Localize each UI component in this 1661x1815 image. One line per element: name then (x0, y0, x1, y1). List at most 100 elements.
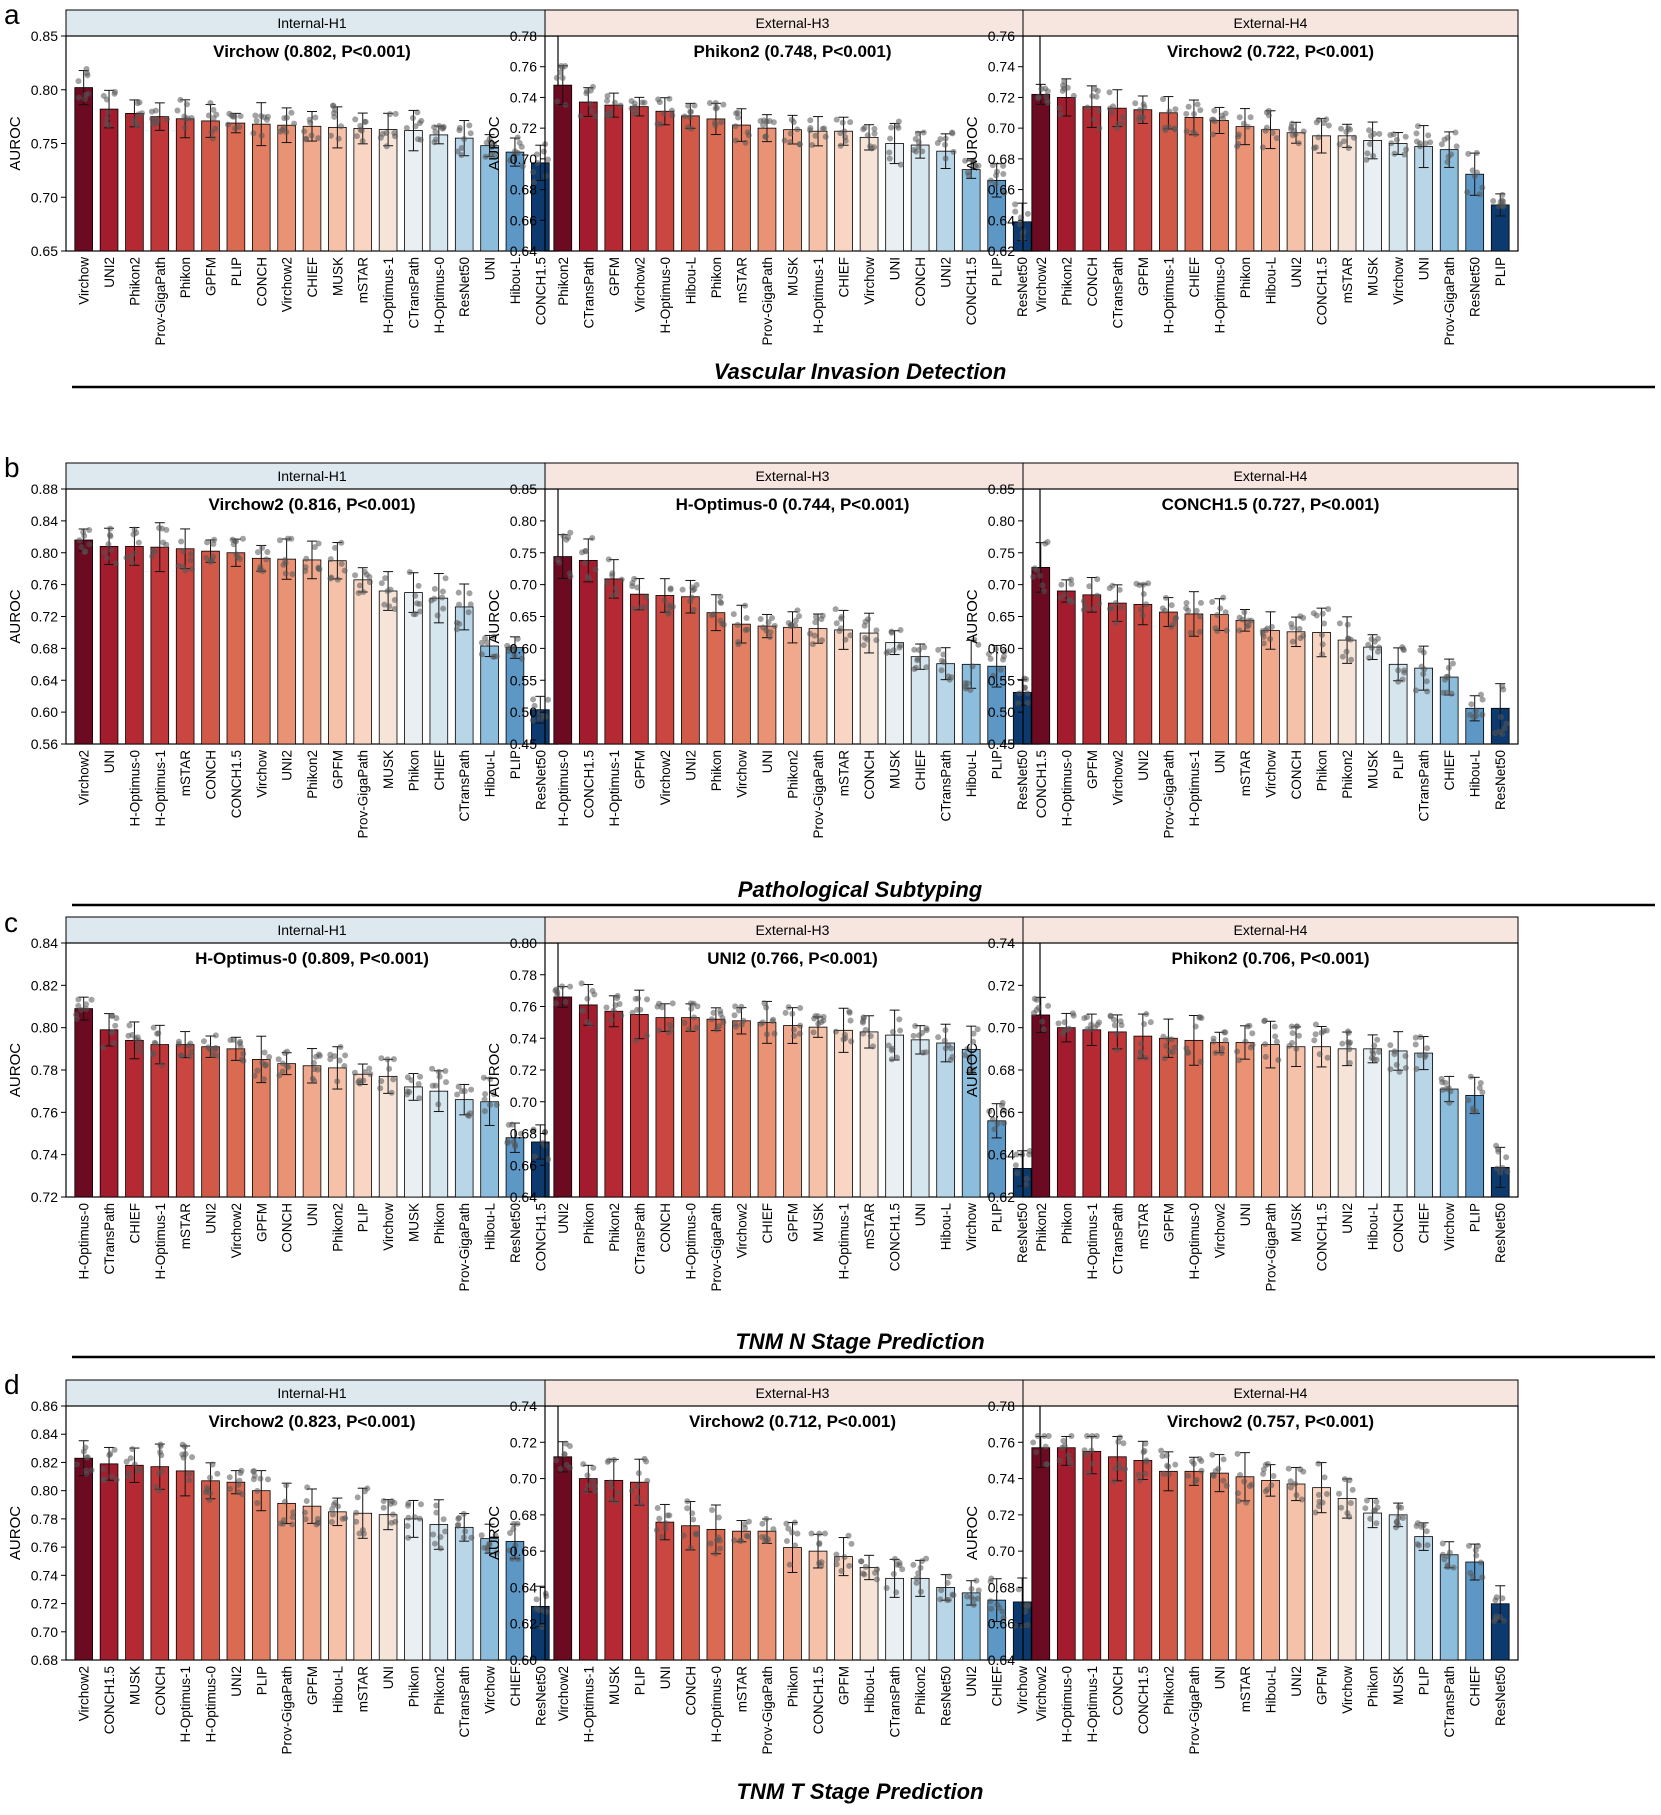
data-point (188, 1048, 195, 1055)
panel-header-label: External-H4 (1234, 468, 1308, 484)
data-point (1118, 604, 1125, 611)
x-tick-label: UNI (1417, 257, 1432, 280)
data-point (577, 113, 584, 120)
data-point (1026, 1147, 1033, 1154)
data-point (405, 1502, 412, 1509)
data-point (226, 1485, 233, 1492)
bar (505, 647, 525, 745)
data-point (587, 87, 594, 94)
data-point (379, 130, 386, 137)
data-point (112, 560, 119, 567)
data-point (1024, 210, 1031, 217)
data-point (1235, 140, 1242, 147)
data-point (1466, 1542, 1473, 1549)
data-point (771, 622, 778, 629)
y-tick-label: 0.82 (31, 1454, 58, 1470)
data-point (787, 622, 794, 629)
data-point (518, 1130, 525, 1137)
data-point (740, 1017, 747, 1024)
bar (251, 1490, 271, 1661)
data-point (440, 124, 447, 131)
data-point (616, 1000, 623, 1007)
data-point (554, 991, 561, 998)
data-point (1392, 1524, 1399, 1531)
data-point (289, 1514, 296, 1521)
data-point (84, 1454, 91, 1461)
data-point (290, 1509, 297, 1516)
data-point (557, 69, 564, 76)
data-point (1165, 1036, 1172, 1043)
data-point (405, 1514, 412, 1521)
data-point (158, 1062, 165, 1069)
x-tick-label: MUSK (1289, 1203, 1304, 1242)
x-tick-label: Phikon2 (786, 750, 801, 799)
data-point (309, 1075, 316, 1082)
data-point (86, 526, 93, 533)
x-tick-label: GPFM (1161, 1203, 1176, 1242)
x-tick-label: Prov-GigaPath (760, 1666, 775, 1755)
data-point (832, 606, 839, 613)
y-tick-label: 0.62 (510, 1616, 537, 1632)
data-point (108, 1473, 115, 1480)
x-tick-label: Hibou-L (862, 1666, 877, 1714)
data-point (1236, 114, 1243, 121)
data-point (782, 1009, 789, 1016)
data-point (353, 1518, 360, 1525)
data-point (1273, 135, 1280, 142)
bar (226, 1048, 246, 1198)
data-point (579, 1008, 586, 1015)
data-point (1296, 625, 1303, 632)
y-axis-label: AUROC (7, 1043, 24, 1097)
data-point (76, 94, 83, 101)
data-point (763, 1031, 770, 1038)
data-point (735, 641, 742, 648)
data-point (135, 1043, 142, 1050)
bar (1133, 109, 1153, 252)
data-point (975, 1587, 982, 1594)
data-point (935, 1034, 942, 1041)
x-tick-label: PLIP (990, 1203, 1005, 1232)
data-point (281, 1498, 288, 1505)
data-point (1367, 1515, 1374, 1522)
x-tick-label: mSTAR (356, 1666, 371, 1712)
data-point (970, 1066, 977, 1073)
x-tick-label: CHIEF (127, 1203, 142, 1244)
data-point (794, 1530, 801, 1537)
bar (578, 1004, 598, 1198)
x-tick-label: CONCH1.5 (1315, 1203, 1330, 1271)
data-point (792, 1542, 799, 1549)
bar (226, 1481, 246, 1661)
data-point (512, 1141, 519, 1148)
data-point (1091, 85, 1098, 92)
data-point (1287, 1484, 1294, 1491)
data-point (175, 562, 182, 569)
data-point (745, 1518, 752, 1525)
data-point (1500, 686, 1507, 693)
data-point (717, 593, 724, 600)
data-point (642, 594, 649, 601)
data-point (665, 609, 672, 616)
data-point (833, 116, 840, 123)
data-point (337, 1043, 344, 1050)
data-point (437, 1545, 444, 1552)
data-point (179, 1451, 186, 1458)
data-point (613, 590, 620, 597)
data-point (1197, 1058, 1204, 1065)
data-point (1417, 140, 1424, 147)
data-point (465, 609, 472, 616)
x-tick-label: Phikon2 (556, 257, 571, 306)
data-point (585, 1482, 592, 1489)
data-point (1414, 1541, 1421, 1548)
data-point (1081, 1015, 1088, 1022)
data-point (888, 124, 895, 131)
x-tick-label: Prov-GigaPath (153, 257, 168, 346)
data-point (1016, 690, 1023, 697)
data-point (1057, 594, 1064, 601)
x-tick-label: Virchow (1442, 1203, 1457, 1251)
data-point (1425, 132, 1432, 139)
data-point (987, 1598, 994, 1605)
data-point (1143, 1458, 1150, 1465)
x-tick-label: MUSK (406, 1203, 421, 1242)
x-tick-label: CTransPath (406, 257, 421, 329)
x-tick-label: H-Optimus-1 (811, 257, 826, 334)
